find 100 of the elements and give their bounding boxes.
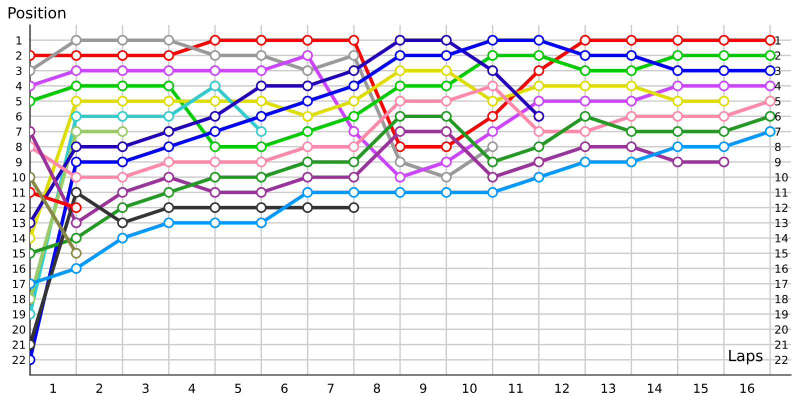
point	[487, 80, 498, 92]
point	[487, 34, 498, 46]
point	[117, 34, 128, 46]
point	[117, 65, 128, 76]
point	[718, 126, 730, 137]
point	[70, 172, 82, 183]
point	[764, 50, 776, 61]
point	[718, 50, 730, 61]
point	[348, 187, 360, 198]
x-tick-label: 16	[740, 384, 754, 394]
point	[718, 141, 730, 152]
point	[256, 141, 267, 152]
x-tick-label: 6	[281, 384, 288, 394]
y2-tick-label: 14	[776, 234, 788, 242]
point	[117, 110, 128, 122]
point	[163, 50, 174, 61]
point	[672, 50, 684, 61]
point	[163, 217, 174, 228]
point	[764, 126, 776, 137]
x-tick-label: 12	[555, 384, 569, 393]
y2-tick-label: 8	[775, 142, 781, 152]
y2-tick-label: 6	[775, 112, 781, 121]
x-tick-label: 1	[50, 384, 56, 393]
point	[70, 34, 82, 46]
point	[117, 202, 128, 213]
point	[70, 80, 82, 92]
point	[117, 156, 128, 168]
y2-tick-label: 2	[775, 51, 780, 60]
point	[210, 156, 220, 168]
point	[534, 50, 544, 61]
point	[534, 34, 544, 46]
point	[117, 217, 128, 228]
point	[394, 96, 406, 106]
point	[163, 202, 174, 213]
point	[302, 126, 313, 137]
point	[718, 96, 730, 106]
point	[117, 80, 128, 92]
point	[348, 202, 360, 213]
point	[764, 34, 776, 46]
point	[626, 65, 637, 76]
y-tick-label: 2	[16, 51, 22, 60]
point	[394, 126, 406, 137]
point	[163, 126, 174, 137]
y-tick-label: 18	[13, 294, 26, 304]
point	[487, 96, 498, 106]
point	[534, 156, 544, 168]
point	[302, 80, 313, 92]
point	[441, 96, 452, 106]
y2-tick-label: 11	[776, 188, 788, 197]
point	[348, 80, 360, 92]
point	[580, 156, 590, 168]
y-tick-label: 15	[13, 249, 25, 258]
point	[348, 50, 360, 61]
y-tick-label: 12	[13, 204, 25, 212]
point	[487, 50, 498, 61]
point	[441, 50, 452, 61]
point	[441, 141, 452, 152]
point	[626, 34, 637, 46]
point	[487, 187, 498, 198]
point	[70, 141, 82, 152]
y2-tick-label: 15	[776, 249, 788, 258]
point	[580, 50, 590, 61]
y2-tick-label: 21	[775, 340, 788, 349]
point	[256, 65, 267, 76]
point	[672, 110, 684, 122]
x-tick-label: 10	[462, 384, 477, 394]
point	[302, 110, 313, 122]
point	[163, 80, 174, 92]
point	[394, 110, 406, 122]
x-tick-label: 5	[235, 384, 242, 394]
y-tick-label: 22	[12, 356, 25, 364]
y-tick-label: 11	[13, 188, 25, 197]
point	[534, 65, 544, 76]
y2-tick-label: 17	[776, 280, 788, 288]
point	[441, 34, 452, 46]
point	[672, 65, 684, 76]
point	[718, 80, 730, 92]
point	[718, 156, 730, 168]
point	[487, 110, 498, 122]
point	[210, 65, 220, 76]
point	[348, 126, 360, 137]
point	[441, 126, 452, 137]
point	[626, 141, 637, 152]
point	[580, 65, 590, 76]
point	[302, 187, 313, 198]
point	[394, 34, 406, 46]
point	[302, 202, 313, 213]
point	[580, 126, 590, 137]
y2-tick-label: 19	[776, 310, 788, 319]
point	[70, 65, 82, 76]
point	[626, 126, 637, 137]
point	[117, 232, 128, 244]
point	[441, 80, 452, 92]
point	[210, 172, 220, 183]
y2-tick-label: 9	[775, 158, 781, 166]
point	[163, 187, 174, 198]
point	[487, 126, 498, 137]
x-tick-label: 9	[420, 384, 426, 394]
point	[487, 172, 498, 183]
x-tick-label: 7	[328, 384, 334, 393]
